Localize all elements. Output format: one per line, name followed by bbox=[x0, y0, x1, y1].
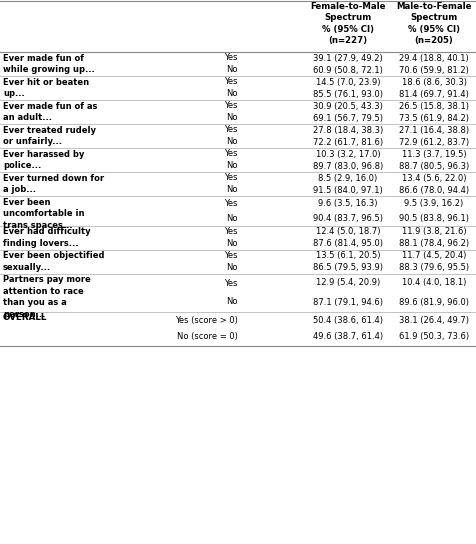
Text: 29.4 (18.8, 40.1): 29.4 (18.8, 40.1) bbox=[399, 53, 469, 63]
Text: Yes: Yes bbox=[225, 150, 238, 158]
Text: No: No bbox=[227, 90, 238, 98]
Text: 72.2 (61.7, 81.6): 72.2 (61.7, 81.6) bbox=[313, 138, 383, 146]
Text: Yes: Yes bbox=[225, 174, 238, 182]
Text: 11.3 (3.7, 19.5): 11.3 (3.7, 19.5) bbox=[402, 150, 466, 158]
Text: No: No bbox=[227, 65, 238, 75]
Text: 18.6 (8.6, 30.3): 18.6 (8.6, 30.3) bbox=[401, 77, 466, 86]
Text: 9.5 (3.9, 16.2): 9.5 (3.9, 16.2) bbox=[405, 199, 464, 208]
Text: 87.6 (81.4, 95.0): 87.6 (81.4, 95.0) bbox=[313, 239, 383, 248]
Text: 10.3 (3.2, 17.0): 10.3 (3.2, 17.0) bbox=[316, 150, 380, 158]
Text: Partners pay more
attention to race
than you as a
person...: Partners pay more attention to race than… bbox=[3, 275, 91, 319]
Text: No: No bbox=[227, 263, 238, 272]
Text: No: No bbox=[227, 186, 238, 195]
Text: No: No bbox=[227, 114, 238, 122]
Text: 10.4 (4.0, 18.1): 10.4 (4.0, 18.1) bbox=[402, 279, 466, 287]
Text: 12.4 (5.0, 18.7): 12.4 (5.0, 18.7) bbox=[316, 227, 380, 236]
Text: 88.1 (78.4, 96.2): 88.1 (78.4, 96.2) bbox=[399, 239, 469, 248]
Text: 88.3 (79.6, 95.5): 88.3 (79.6, 95.5) bbox=[399, 263, 469, 272]
Text: No: No bbox=[227, 239, 238, 248]
Text: 81.4 (69.7, 91.4): 81.4 (69.7, 91.4) bbox=[399, 90, 469, 98]
Text: No: No bbox=[227, 214, 238, 222]
Text: 13.4 (5.6, 22.0): 13.4 (5.6, 22.0) bbox=[402, 174, 466, 182]
Text: 85.5 (76.1, 93.0): 85.5 (76.1, 93.0) bbox=[313, 90, 383, 98]
Text: 13.5 (6.1, 20.5): 13.5 (6.1, 20.5) bbox=[316, 251, 380, 260]
Text: 27.1 (16.4, 38.8): 27.1 (16.4, 38.8) bbox=[399, 126, 469, 134]
Text: 73.5 (61.9, 84.2): 73.5 (61.9, 84.2) bbox=[399, 114, 469, 122]
Text: Ever turned down for
a job...: Ever turned down for a job... bbox=[3, 174, 104, 194]
Text: Ever made fun of
while growing up...: Ever made fun of while growing up... bbox=[3, 54, 95, 75]
Text: 9.6 (3.5, 16.3): 9.6 (3.5, 16.3) bbox=[318, 199, 378, 208]
Text: 39.1 (27.9, 49.2): 39.1 (27.9, 49.2) bbox=[313, 53, 383, 63]
Text: Yes: Yes bbox=[225, 251, 238, 260]
Text: Ever hit or beaten
up...: Ever hit or beaten up... bbox=[3, 78, 89, 98]
Text: 26.5 (15.8, 38.1): 26.5 (15.8, 38.1) bbox=[399, 102, 469, 110]
Text: Ever treated rudely
or unfairly...: Ever treated rudely or unfairly... bbox=[3, 126, 96, 146]
Text: 11.9 (3.8, 21.6): 11.9 (3.8, 21.6) bbox=[402, 227, 466, 236]
Text: 50.4 (38.6, 61.4): 50.4 (38.6, 61.4) bbox=[313, 316, 383, 325]
Text: Ever made fun of as
an adult...: Ever made fun of as an adult... bbox=[3, 102, 98, 122]
Text: Yes: Yes bbox=[225, 102, 238, 110]
Text: 61.9 (50.3, 73.6): 61.9 (50.3, 73.6) bbox=[399, 332, 469, 342]
Text: 30.9 (20.5, 43.3): 30.9 (20.5, 43.3) bbox=[313, 102, 383, 110]
Text: 86.6 (78.0, 94.4): 86.6 (78.0, 94.4) bbox=[399, 186, 469, 195]
Text: Yes: Yes bbox=[225, 279, 238, 287]
Text: 90.5 (83.8, 96.1): 90.5 (83.8, 96.1) bbox=[399, 214, 469, 222]
Text: Yes: Yes bbox=[225, 199, 238, 208]
Text: 86.5 (79.5, 93.9): 86.5 (79.5, 93.9) bbox=[313, 263, 383, 272]
Text: 72.9 (61.2, 83.7): 72.9 (61.2, 83.7) bbox=[399, 138, 469, 146]
Text: 90.4 (83.7, 96.5): 90.4 (83.7, 96.5) bbox=[313, 214, 383, 222]
Text: 8.5 (2.9, 16.0): 8.5 (2.9, 16.0) bbox=[318, 174, 377, 182]
Text: 49.6 (38.7, 61.4): 49.6 (38.7, 61.4) bbox=[313, 332, 383, 342]
Text: 60.9 (50.8, 72.1): 60.9 (50.8, 72.1) bbox=[313, 65, 383, 75]
Text: Yes (score > 0): Yes (score > 0) bbox=[175, 316, 238, 325]
Text: Female-to-Male
Spectrum
% (95% CI)
(n=227): Female-to-Male Spectrum % (95% CI) (n=22… bbox=[310, 2, 386, 45]
Text: 38.1 (26.4, 49.7): 38.1 (26.4, 49.7) bbox=[399, 316, 469, 325]
Text: No (score = 0): No (score = 0) bbox=[177, 332, 238, 342]
Text: Ever harassed by
police...: Ever harassed by police... bbox=[3, 150, 84, 170]
Text: 91.5 (84.0, 97.1): 91.5 (84.0, 97.1) bbox=[313, 186, 383, 195]
Text: Male-to-Female
Spectrum
% (95% CI)
(n=205): Male-to-Female Spectrum % (95% CI) (n=20… bbox=[396, 2, 472, 45]
Text: Ever had difficulty
finding lovers...: Ever had difficulty finding lovers... bbox=[3, 227, 90, 248]
Text: No: No bbox=[227, 298, 238, 306]
Text: 89.7 (83.0, 96.8): 89.7 (83.0, 96.8) bbox=[313, 162, 383, 170]
Text: Yes: Yes bbox=[225, 227, 238, 236]
Text: 11.7 (4.5, 20.4): 11.7 (4.5, 20.4) bbox=[402, 251, 466, 260]
Text: 70.6 (59.9, 81.2): 70.6 (59.9, 81.2) bbox=[399, 65, 469, 75]
Text: No: No bbox=[227, 162, 238, 170]
Text: Ever been
uncomfortable in
trans spaces...: Ever been uncomfortable in trans spaces.… bbox=[3, 198, 85, 230]
Text: Yes: Yes bbox=[225, 126, 238, 134]
Text: 69.1 (56.7, 79.5): 69.1 (56.7, 79.5) bbox=[313, 114, 383, 122]
Text: No: No bbox=[227, 138, 238, 146]
Text: Ever been objectified
sexually...: Ever been objectified sexually... bbox=[3, 251, 105, 272]
Text: Yes: Yes bbox=[225, 53, 238, 63]
Text: 87.1 (79.1, 94.6): 87.1 (79.1, 94.6) bbox=[313, 298, 383, 306]
Text: 14.5 (7.0, 23.9): 14.5 (7.0, 23.9) bbox=[316, 77, 380, 86]
Text: Yes: Yes bbox=[225, 77, 238, 86]
Text: 12.9 (5.4, 20.9): 12.9 (5.4, 20.9) bbox=[316, 279, 380, 287]
Text: 89.6 (81.9, 96.0): 89.6 (81.9, 96.0) bbox=[399, 298, 469, 306]
Text: OVERALL: OVERALL bbox=[3, 313, 48, 323]
Text: 27.8 (18.4, 38.3): 27.8 (18.4, 38.3) bbox=[313, 126, 383, 134]
Text: 88.7 (80.5, 96.3): 88.7 (80.5, 96.3) bbox=[399, 162, 469, 170]
